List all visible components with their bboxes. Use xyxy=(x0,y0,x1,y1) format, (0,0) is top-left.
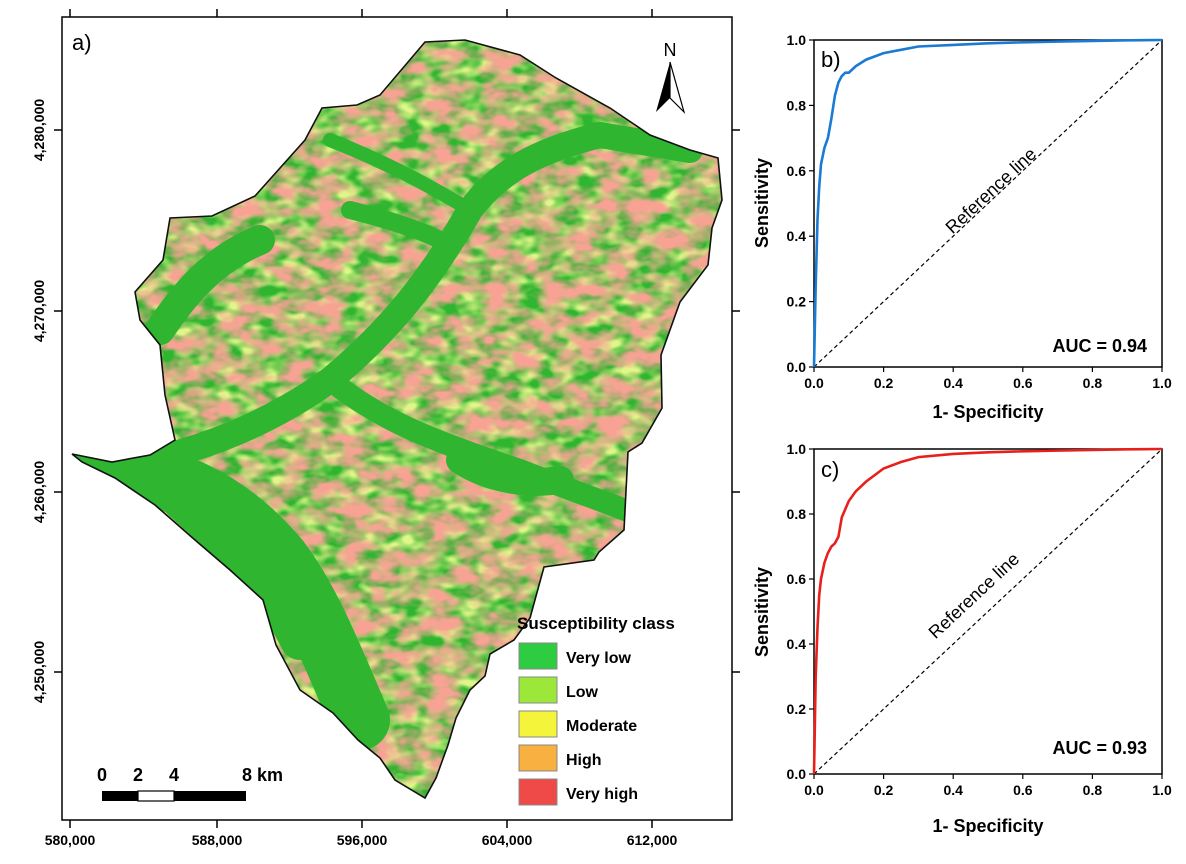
legend-swatch xyxy=(518,778,558,806)
legend-label: High xyxy=(566,752,602,769)
x-tick-label: 0.0 xyxy=(804,782,824,798)
legend-label: Moderate xyxy=(566,718,637,735)
legend-item-moderate: Moderate xyxy=(518,710,637,738)
y-tick-label: 0.2 xyxy=(787,701,807,717)
roc-c-xlabel: 1- Specificity xyxy=(932,816,1043,836)
scale-label: 0 xyxy=(97,765,107,785)
y-tick-label: 0.2 xyxy=(787,294,807,310)
map-y-tick-label: 4,270,000 xyxy=(31,280,47,342)
map-panel-label: a) xyxy=(72,30,92,55)
x-tick-label: 0.2 xyxy=(874,375,894,391)
legend-item-high: High xyxy=(518,744,602,772)
roc-b-xlabel: 1- Specificity xyxy=(932,402,1043,422)
map-x-tick-label: 588,000 xyxy=(192,832,243,848)
legend-title: Susceptibility class xyxy=(517,614,675,633)
map-panel: 580,000 588,000 596,000 604,000 612,000 … xyxy=(31,9,740,848)
legend-item-very-low: Very low xyxy=(518,642,631,670)
roc-b-ylabel: Sensitivity xyxy=(752,158,772,248)
roc-b-auc-label: AUC = 0.94 xyxy=(1052,336,1147,356)
scale-label: 2 xyxy=(133,765,143,785)
north-label: N xyxy=(664,40,677,60)
legend-swatch xyxy=(518,642,558,670)
legend-swatch xyxy=(518,676,558,704)
x-tick-label: 1.0 xyxy=(1152,782,1172,798)
roc-b-reference-line xyxy=(813,39,1163,368)
legend-label: Very low xyxy=(566,650,631,667)
roc-chart-b: 0.00.00.20.20.40.40.60.60.80.81.01.0 b) … xyxy=(752,32,1172,422)
legend-label: Low xyxy=(566,684,599,701)
map-y-tick-label: 4,280,000 xyxy=(31,99,47,161)
roc-c-panel-label: c) xyxy=(821,457,839,482)
map-x-tick-label: 580,000 xyxy=(45,832,96,848)
x-tick-label: 0.6 xyxy=(1013,375,1033,391)
valley-main xyxy=(77,121,703,483)
scale-label: 4 xyxy=(169,765,179,785)
legend-swatch xyxy=(518,744,558,772)
x-tick-label: 0.8 xyxy=(1083,375,1103,391)
y-tick-label: 0.6 xyxy=(787,571,807,587)
roc-b-reference-label: Reference line xyxy=(942,144,1041,238)
roc-b-panel-label: b) xyxy=(821,47,841,72)
x-tick-label: 0.4 xyxy=(943,782,963,798)
roc-b-ticks: 0.00.0 0.2 0.2 0.4 0.4 0.6 0.6 0.8 0.8 1.0 1.0 xyxy=(787,32,1172,391)
legend-item-low: Low xyxy=(518,676,599,704)
x-tick-label: 0.6 xyxy=(1013,782,1033,798)
x-tick-label: 0.8 xyxy=(1083,782,1103,798)
x-tick-label: 0.4 xyxy=(943,375,963,391)
basin-outline xyxy=(71,39,723,800)
y-tick-label: 0.8 xyxy=(787,97,807,113)
y-tick-label: 1.0 xyxy=(787,32,807,48)
x-tick-label: 0.2 xyxy=(874,782,894,798)
map-x-tick-label: 604,000 xyxy=(482,832,533,848)
map-x-tick-label: 596,000 xyxy=(337,832,388,848)
x-tick-label: 1.0 xyxy=(1152,375,1172,391)
y-tick-label: 1.0 xyxy=(787,441,807,457)
roc-b-curve xyxy=(812,38,1163,368)
y-tick-label: 0.4 xyxy=(787,228,807,244)
map-y-tick-label: 4,260,000 xyxy=(31,461,47,523)
y-tick-label: 0.8 xyxy=(787,506,807,522)
legend-item-very-high: Very high xyxy=(518,778,638,806)
x-tick-label: 0.0 xyxy=(804,375,824,391)
map-y-tick-label: 4,250,000 xyxy=(31,641,47,703)
roc-chart-c: 0.00.00.20.20.40.40.60.60.80.81.01.0 c) … xyxy=(752,441,1172,836)
legend-label: Very high xyxy=(566,786,638,803)
roc-c-auc-label: AUC = 0.93 xyxy=(1052,738,1147,758)
scale-label: 8 km xyxy=(242,765,283,785)
roc-c-ylabel: Sensitivity xyxy=(752,567,772,657)
y-tick-label: 0.6 xyxy=(787,163,807,179)
north-arrow-icon: N xyxy=(656,40,686,115)
roc-c-ticks: 0.00.0 0.2 0.2 0.4 0.4 0.6 0.6 0.8 0.8 1.0 1.0 xyxy=(787,441,1172,798)
roc-c-curve xyxy=(812,447,1163,775)
y-tick-label: 0.4 xyxy=(787,636,807,652)
map-x-tick-label: 612,000 xyxy=(627,832,678,848)
map-tick-marks xyxy=(54,9,740,828)
legend-swatch xyxy=(518,710,558,738)
roc-c-reference-label: Reference line xyxy=(925,549,1024,643)
scale-bar: 0 2 4 8 km xyxy=(97,765,283,802)
roc-c-frame xyxy=(813,448,1163,775)
y-tick-label: 0.0 xyxy=(787,359,807,375)
y-tick-label: 0.0 xyxy=(787,766,807,782)
legend: Susceptibility class Very low Low Modera… xyxy=(517,614,675,806)
roc-c-reference-line xyxy=(813,448,1163,775)
roc-b-frame xyxy=(813,39,1163,368)
